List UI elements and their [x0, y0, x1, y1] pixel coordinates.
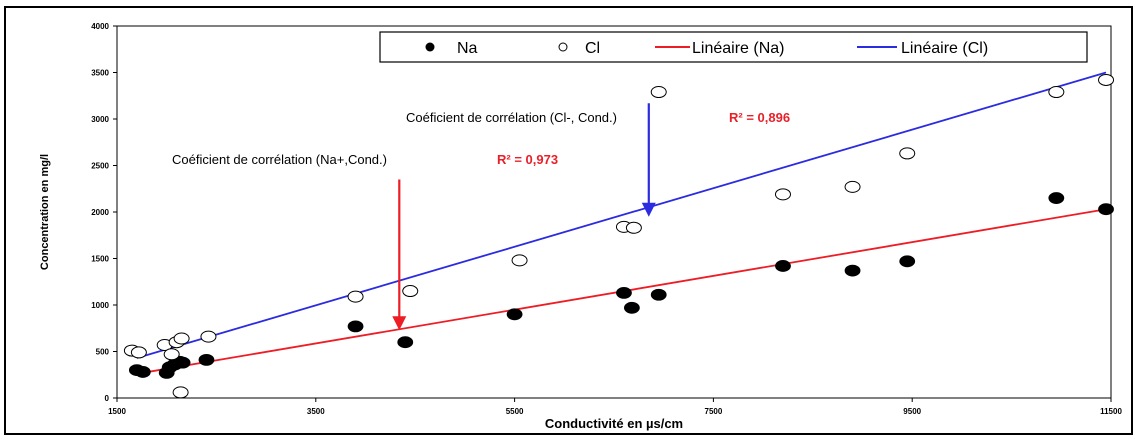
- na-point: [1098, 203, 1114, 216]
- cl-point: [774, 188, 791, 201]
- y-tick-label: 4000: [91, 22, 109, 31]
- cl-point: [844, 180, 861, 193]
- cl-point: [625, 221, 642, 234]
- legend-label-linear-na: Linéaire (Na): [692, 40, 784, 57]
- annotation-arrow-head-1: [392, 316, 407, 331]
- legend-marker-na: [425, 42, 435, 52]
- na-point: [347, 320, 364, 333]
- y-tick-label: 2500: [91, 162, 109, 171]
- chart-frame: [4, 6, 1133, 435]
- na-point: [506, 308, 523, 321]
- cl-point: [163, 348, 180, 361]
- legend-marker-cl: [558, 42, 568, 52]
- na-point: [134, 366, 151, 378]
- annotation-label-cl: Coéficient de corrélation (Cl-, Cond.): [406, 110, 617, 125]
- cl-point: [173, 332, 190, 345]
- x-tick-label: 1500: [108, 407, 126, 416]
- y-tick-label: 3000: [91, 115, 109, 124]
- x-axis-title: Conductivité en µs/cm: [545, 416, 683, 431]
- cl-point: [172, 386, 189, 399]
- cl-point: [511, 254, 528, 267]
- legend: Na Cl Linéaire (Na) Linéaire (Cl): [379, 31, 1088, 63]
- na-point: [623, 301, 640, 314]
- na-point: [899, 255, 916, 268]
- cl-point: [130, 346, 147, 359]
- cl-point: [899, 147, 916, 160]
- y-tick-label: 1000: [91, 301, 109, 310]
- na-point: [198, 353, 215, 366]
- x-tick-label: 5500: [506, 407, 524, 416]
- cl-point: [650, 86, 667, 99]
- y-tick-label: 0: [105, 394, 110, 403]
- y-tick-label: 2000: [91, 208, 109, 217]
- x-tick-label: 9500: [903, 407, 921, 416]
- x-tick-label: 11500: [1100, 407, 1122, 416]
- annotation-label-na: Coéficient de corrélation (Na+,Cond.): [172, 152, 387, 167]
- cl-point: [1098, 73, 1115, 86]
- na-point: [1048, 192, 1065, 204]
- plot-area: [116, 25, 1112, 399]
- annotation-arrow-head-0: [641, 202, 656, 217]
- legend-label-cl: Cl: [585, 40, 600, 57]
- y-tick-label: 500: [96, 348, 110, 357]
- x-tick-label: 7500: [705, 407, 723, 416]
- na-point: [775, 260, 791, 272]
- cl-point: [1048, 86, 1065, 99]
- x-tick-label: 3500: [307, 407, 325, 416]
- y-axis-title: Concentration en mg/l: [39, 154, 51, 270]
- legend-label-na: Na: [457, 40, 478, 57]
- na-point: [844, 264, 861, 277]
- annotation-r2-cl: R² = 0,896: [729, 110, 790, 125]
- legend-label-linear-cl: Linéaire (Cl): [901, 40, 988, 57]
- cl-point: [200, 330, 217, 343]
- cl-point: [402, 285, 419, 298]
- na-point: [616, 287, 632, 299]
- na-point: [650, 288, 667, 301]
- cl-point: [347, 290, 364, 303]
- na-point: [174, 356, 191, 369]
- y-tick-label: 3500: [91, 69, 109, 78]
- annotation-r2-na: R² = 0,973: [497, 152, 558, 167]
- y-tick-label: 1500: [91, 255, 109, 264]
- trendline-3: [136, 71, 1107, 359]
- na-point: [397, 336, 414, 349]
